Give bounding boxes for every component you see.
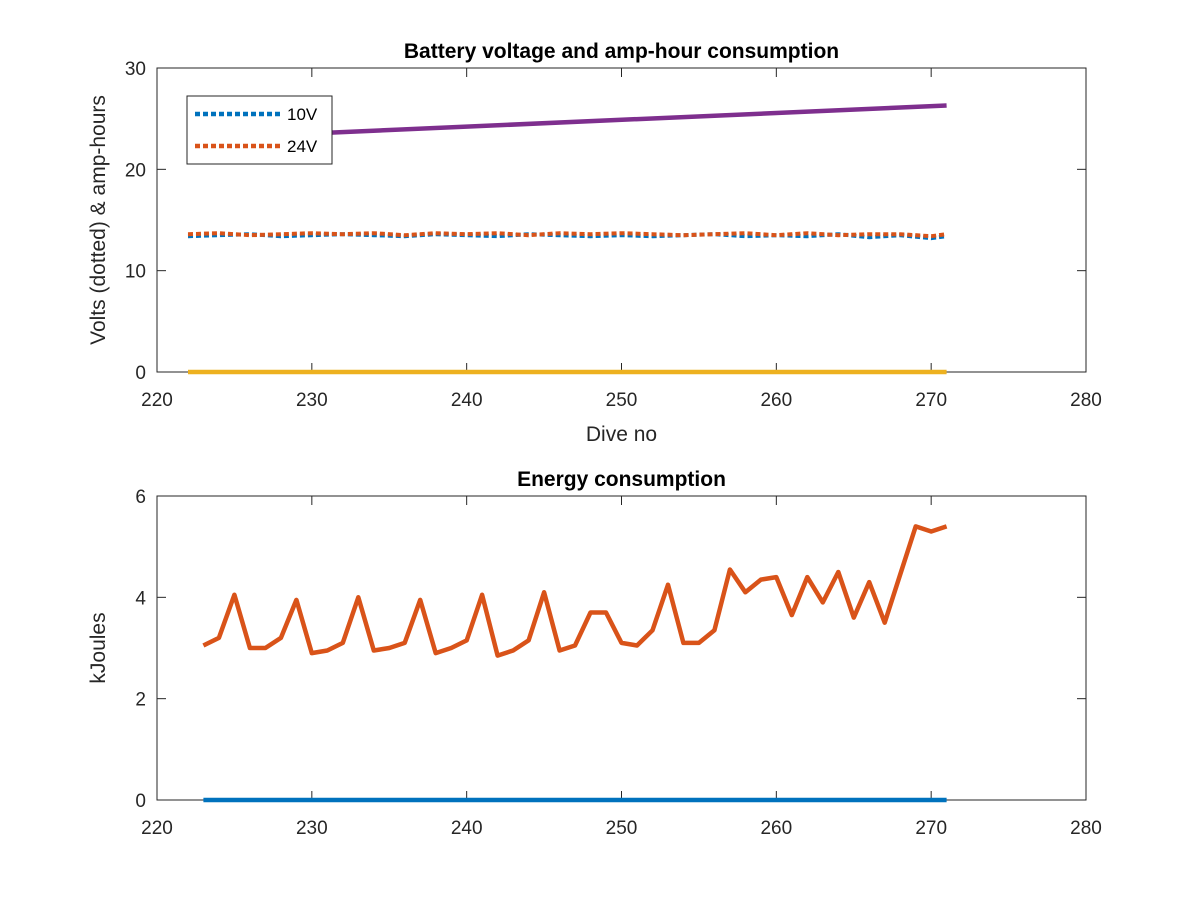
y-axis-label: kJoules xyxy=(87,612,110,683)
y-tick-label: 20 xyxy=(125,160,146,181)
x-tick-label: 220 xyxy=(141,390,173,411)
plot-area xyxy=(156,495,1087,801)
x-tick-label: 240 xyxy=(451,390,483,411)
x-tick-label: 260 xyxy=(760,818,792,839)
chart-1: 220 230 240 250 260 270 280 0 10 20 30 Battery volt… xyxy=(87,40,1102,446)
y-tick-label: 4 xyxy=(135,588,146,609)
x-tick-label: 260 xyxy=(760,390,792,411)
x-tick-label: 270 xyxy=(915,390,947,411)
chart-title: Battery voltage and amp-hour consumption xyxy=(404,40,839,63)
y-tick-label: 30 xyxy=(125,59,146,80)
x-tick-label: 250 xyxy=(606,390,638,411)
y-tick-label: 10 xyxy=(125,262,146,283)
legend-box xyxy=(186,95,333,165)
legend: 10V 24V xyxy=(186,95,333,165)
series-line-24v xyxy=(187,231,947,239)
x-tick-label: 250 xyxy=(606,818,638,839)
legend-label: 10V xyxy=(287,105,318,124)
x-tick-label: 230 xyxy=(296,390,328,411)
x-tick-label: 240 xyxy=(451,818,483,839)
chart-title: Energy consumption xyxy=(517,468,726,491)
y-tick-label: 2 xyxy=(135,690,146,711)
x-tick-label: 280 xyxy=(1070,818,1102,839)
y-tick-label: 0 xyxy=(135,363,146,384)
x-tick-label: 270 xyxy=(915,818,947,839)
y-axis-label: Volts (dotted) & amp-hours xyxy=(87,95,110,345)
x-tick-label: 230 xyxy=(296,818,328,839)
x-tick-label: 220 xyxy=(141,818,173,839)
series-line-1 xyxy=(202,524,948,658)
chart-2: 220 230 240 250 260 270 280 0 2 4 6 Energy consumpt… xyxy=(87,468,1102,839)
legend-label: 24V xyxy=(287,137,318,156)
y-tick-label: 0 xyxy=(135,791,146,812)
y-tick-label: 6 xyxy=(135,487,146,508)
x-axis-label: Dive no xyxy=(586,423,657,446)
x-tick-label: 280 xyxy=(1070,390,1102,411)
